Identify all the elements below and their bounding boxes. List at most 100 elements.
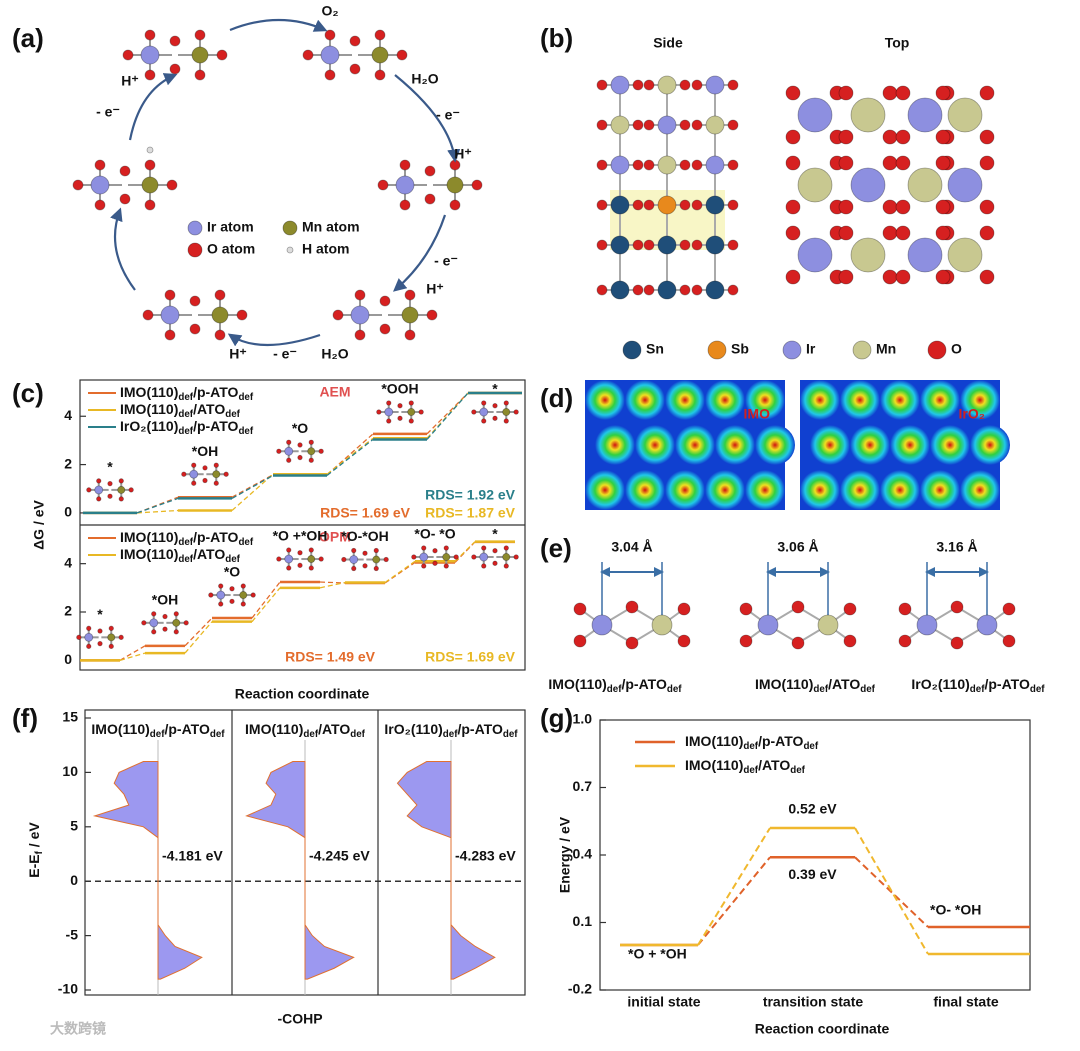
atom: [632, 159, 644, 171]
density-spot: [625, 380, 665, 420]
text-part: IMO(110): [120, 546, 178, 562]
atom: [208, 592, 214, 598]
atom: [384, 407, 394, 417]
atom: [850, 237, 886, 273]
atom: [979, 85, 995, 101]
y-tick-label: 2: [64, 603, 72, 619]
atom: [408, 418, 414, 424]
atom: [90, 175, 110, 195]
panel-label: (b): [540, 23, 573, 53]
atom: [596, 159, 608, 171]
atom: [797, 167, 833, 203]
legend-label: O atom: [207, 241, 255, 257]
atom: [424, 193, 436, 205]
density-spot: [840, 380, 880, 420]
atom: [332, 309, 344, 321]
atom: [76, 634, 82, 640]
legend-label: IMO(110)def/p-ATOdef: [120, 384, 254, 403]
atom: [481, 563, 487, 569]
atom: [318, 448, 324, 454]
atom: [162, 626, 168, 632]
text-part: def: [178, 426, 193, 437]
y-tick-label: 10: [62, 763, 78, 779]
atom: [376, 409, 382, 415]
connector: [319, 581, 346, 589]
atom: [916, 614, 938, 636]
atom: [596, 199, 608, 211]
atom: [151, 611, 157, 617]
atom: [852, 340, 872, 360]
atom: [351, 565, 357, 572]
legend-label: IMO(110)def/p-ATOdef: [685, 733, 819, 752]
atom: [216, 49, 228, 61]
atom: [797, 97, 833, 133]
atom: [1002, 602, 1016, 616]
column-title: IMO(110)def/ATOdef: [245, 721, 366, 740]
atom: [308, 547, 314, 553]
atom: [297, 442, 303, 448]
atom: [479, 552, 489, 562]
atom: [276, 448, 282, 454]
atom: [408, 400, 414, 406]
atom: [657, 115, 677, 135]
cohp-profile: [396, 761, 496, 980]
density-spot: [665, 470, 705, 510]
x-tick-label: final state: [933, 994, 999, 1010]
x-axis-label: -COHP: [277, 1011, 322, 1027]
density-spot: [705, 470, 745, 510]
y-tick-label: -5: [66, 926, 79, 942]
atom: [727, 119, 739, 131]
atom: [240, 601, 246, 607]
mechanism: AEM: [319, 384, 350, 400]
atom: [705, 75, 725, 95]
atom: [146, 146, 154, 154]
atom: [895, 269, 911, 285]
atom: [622, 340, 642, 360]
atom: [212, 470, 221, 479]
density-spot: [745, 470, 785, 510]
atom: [119, 193, 131, 205]
atom: [119, 165, 131, 177]
atom: [386, 418, 392, 424]
reaction-label: O₂: [321, 3, 338, 19]
text-part: f: [34, 850, 45, 854]
atom: [373, 547, 379, 554]
atom: [341, 556, 347, 563]
text-part: /p-ATO: [193, 418, 238, 434]
atom: [838, 85, 854, 101]
legend-label: H atom: [302, 241, 349, 257]
connector: [231, 474, 274, 498]
panel-label: (f): [12, 703, 38, 733]
atom: [785, 129, 801, 145]
atom: [947, 237, 983, 273]
density-spot: [595, 425, 635, 465]
density-spot: [970, 425, 1010, 465]
legend-label: Ir atom: [207, 219, 254, 235]
atom: [189, 323, 201, 335]
atom: [471, 179, 483, 191]
watermark: 大数跨镜: [50, 1021, 106, 1037]
density-spot: [635, 425, 675, 465]
y-tick-label: 0.7: [573, 778, 593, 794]
atom: [513, 409, 519, 415]
reaction-label: H⁺: [454, 146, 472, 162]
atom: [399, 159, 411, 171]
step-label: *OOH: [381, 381, 418, 397]
atom: [651, 614, 673, 636]
atom: [191, 480, 197, 486]
density-spot: [840, 470, 880, 510]
distance-label: 3.06 Å: [777, 539, 818, 555]
atom: [164, 289, 176, 301]
text-part: /p-ATO: [193, 529, 238, 545]
y-tick-label: -0.2: [568, 981, 592, 997]
atom: [377, 179, 389, 191]
text-part: /p-ATO: [758, 733, 803, 749]
atom: [213, 462, 219, 468]
atom: [379, 323, 391, 335]
text-part: IMO(110): [685, 733, 743, 749]
step-label: *O-*OH: [341, 528, 388, 544]
atom: [250, 592, 256, 598]
atom: [144, 29, 156, 41]
text-part: IMO(110): [755, 676, 813, 692]
density-spot: [800, 470, 840, 510]
